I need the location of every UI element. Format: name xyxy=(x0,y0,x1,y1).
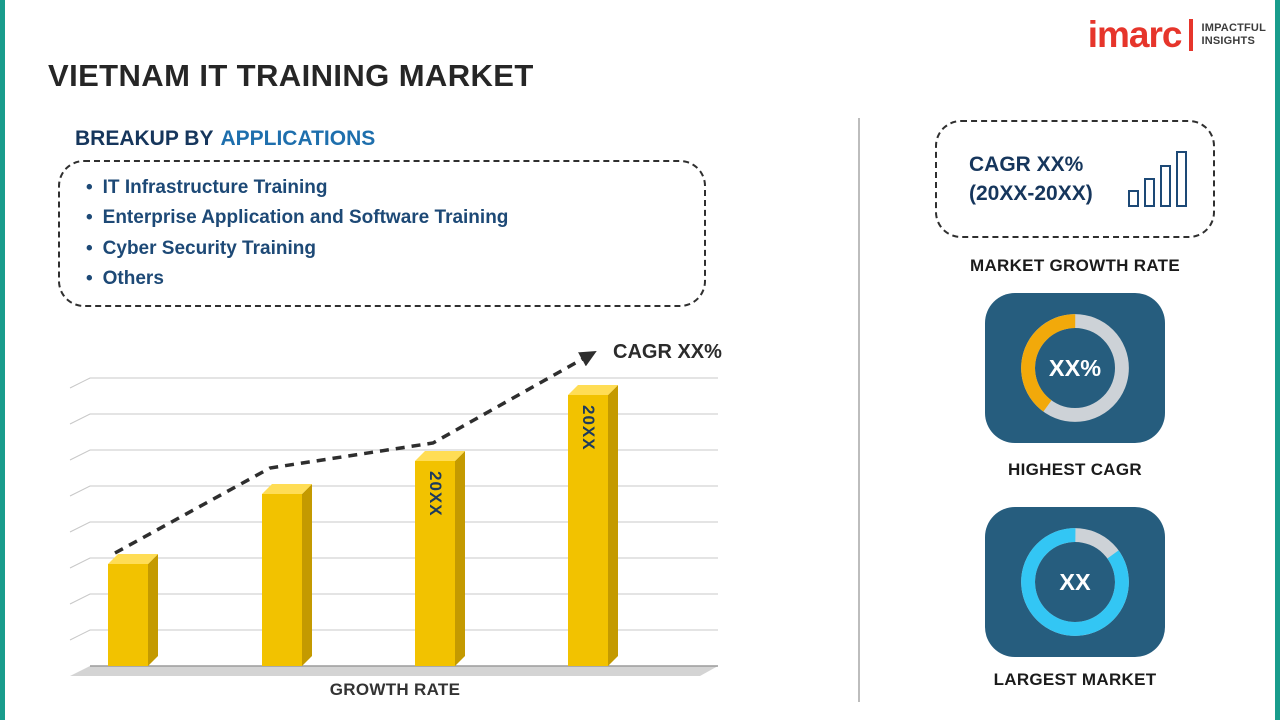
donut-center-text: XX% xyxy=(1049,355,1101,381)
market-growth-rate-label: MARKET GROWTH RATE xyxy=(969,256,1180,275)
icon-bar xyxy=(1160,165,1171,207)
bar-3d xyxy=(262,484,312,666)
logo-tagline-line1: IMPACTFUL xyxy=(1201,22,1266,34)
bar-3d: 20XX xyxy=(415,451,465,666)
donut-center-text: XX xyxy=(1059,569,1091,595)
chart-bars: 20XX 20XX xyxy=(70,340,720,670)
application-item: Others xyxy=(86,264,678,295)
trend-arrow xyxy=(114,350,597,555)
page-title: VIETNAM IT TRAINING MARKET xyxy=(48,58,534,93)
breakup-heading: BREAKUP BY APPLICATIONS xyxy=(75,127,375,151)
cagr-summary-card: CAGR XX% (20XX-20XX) xyxy=(935,120,1215,238)
bar-chart-icon xyxy=(1128,151,1187,207)
x-axis-label: GROWTH RATE xyxy=(329,680,461,699)
section-divider xyxy=(858,118,860,702)
highest-cagr-label: HIGHEST CAGR xyxy=(1008,460,1142,479)
logo-divider xyxy=(1189,19,1194,51)
bar-3d: 20XX xyxy=(568,385,618,666)
icon-bar xyxy=(1144,178,1155,207)
breakup-heading-prefix: BREAKUP BY xyxy=(75,127,214,150)
highest-cagr-card: XX% xyxy=(985,293,1165,443)
chart-floor xyxy=(70,666,718,676)
growth-bar-chart: 20XX 20XX CAGR XX% xyxy=(69,340,722,676)
right-edge-strip xyxy=(1275,0,1280,720)
cagr-line2: (20XX-20XX) xyxy=(969,182,1093,205)
logo-brand-text: imarc xyxy=(1087,14,1183,55)
largest-market-label: LARGEST MARKET xyxy=(993,670,1157,689)
icon-bar xyxy=(1176,151,1187,207)
application-item: Enterprise Application and Software Trai… xyxy=(86,203,678,234)
logo-tagline-line2: INSIGHTS xyxy=(1201,35,1256,47)
highest-cagr-donut-chart: XX% xyxy=(1021,314,1129,422)
chart-gridlines xyxy=(69,377,718,676)
imarc-logo: imarc IMPACTFUL INSIGHTS xyxy=(1088,16,1266,54)
icon-bar xyxy=(1128,190,1139,207)
breakup-heading-highlight: APPLICATIONS xyxy=(220,127,376,150)
largest-market-donut-chart: XX xyxy=(1021,528,1129,636)
logo-tagline: IMPACTFUL INSIGHTS xyxy=(1201,22,1266,48)
application-item: IT Infrastructure Training xyxy=(86,173,678,204)
bar-label: 20XX xyxy=(579,405,598,451)
left-edge-strip xyxy=(0,0,5,720)
bar-label: 20XX xyxy=(426,471,445,517)
cagr-annotation: CAGR XX% xyxy=(613,341,722,363)
largest-market-card: XX xyxy=(985,507,1165,657)
application-item: Cyber Security Training xyxy=(86,234,678,265)
applications-list-box: IT Infrastructure Training Enterprise Ap… xyxy=(58,160,706,307)
cagr-line1: CAGR XX% xyxy=(969,153,1084,176)
bar-3d xyxy=(108,554,158,666)
cagr-summary-text: CAGR XX% (20XX-20XX) xyxy=(969,150,1093,208)
